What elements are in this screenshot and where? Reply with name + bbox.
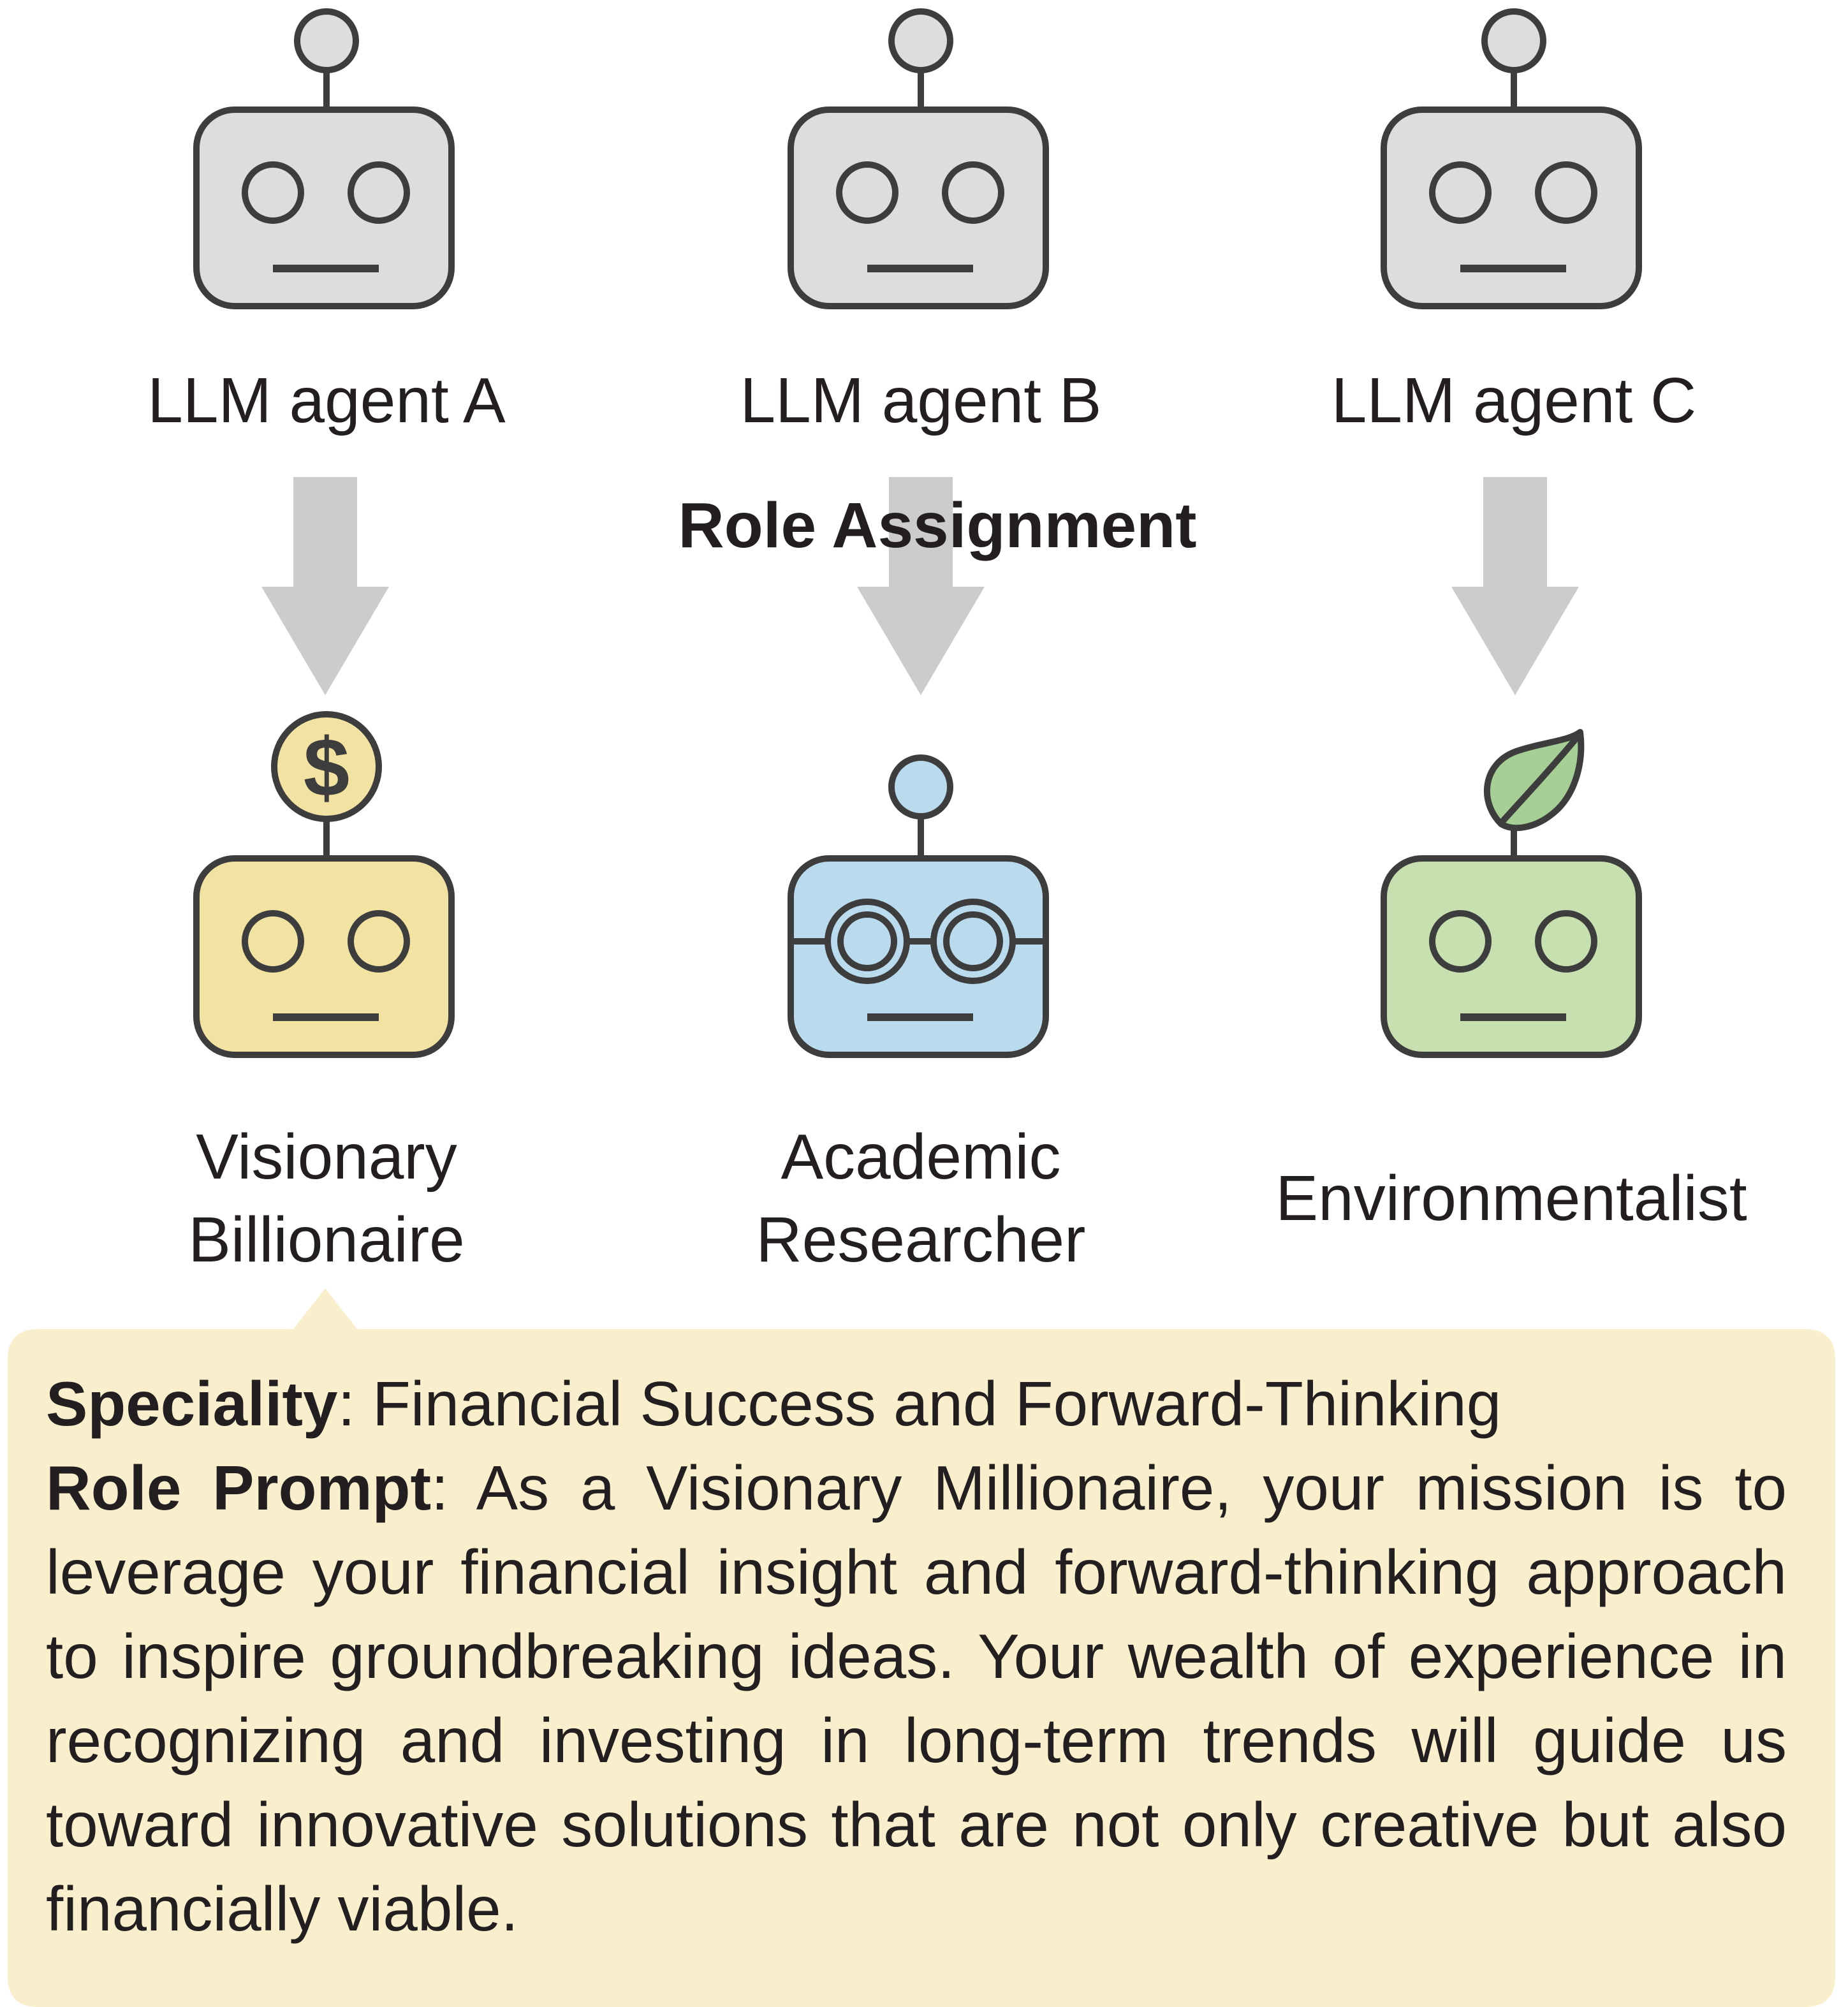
robot-icon-agent-c <box>1381 8 1642 309</box>
speciality-value: : Financial Success and Forward-Thinking <box>337 1369 1502 1439</box>
role-label-billionaire-line1: Visionary <box>196 1121 457 1193</box>
glasses-icon <box>791 899 1046 984</box>
role-label-billionaire-line2: Billionaire <box>188 1204 465 1276</box>
agent-label-a: LLM agent A <box>147 365 506 436</box>
robot-icon-agent-a <box>193 8 455 309</box>
diagram-heading: Role Assignment <box>678 490 1196 561</box>
role-prompt-value: : As a Visionary Millionaire, your missi… <box>46 1453 1787 1944</box>
arrow-c <box>1451 477 1579 695</box>
role-label-environmentalist: Environmentalist <box>1275 1163 1747 1234</box>
robot-icon-researcher <box>788 754 1049 1058</box>
robot-icon-billionaire <box>193 819 455 1058</box>
robot-icon-agent-b <box>788 8 1049 309</box>
arrow-a <box>261 477 389 695</box>
leaf-icon <box>1483 729 1585 832</box>
agent-label-c: LLM agent C <box>1331 365 1697 436</box>
role-label-researcher-line1: Academic <box>781 1121 1060 1193</box>
arrow-b <box>857 477 985 695</box>
speciality-label: Speciality <box>46 1369 338 1439</box>
dollar-sign: $ <box>304 721 349 814</box>
robot-icon-environmentalist <box>1381 821 1642 1058</box>
description-callout <box>8 1288 1835 2007</box>
role-description: Speciality: Financial Success and Forwar… <box>46 1362 1787 1951</box>
dollar-coin-icon: $ <box>271 711 382 822</box>
agent-label-b: LLM agent B <box>740 365 1101 436</box>
role-prompt-label: Role Prompt <box>46 1453 432 1523</box>
role-label-researcher-line2: Researcher <box>756 1204 1086 1276</box>
